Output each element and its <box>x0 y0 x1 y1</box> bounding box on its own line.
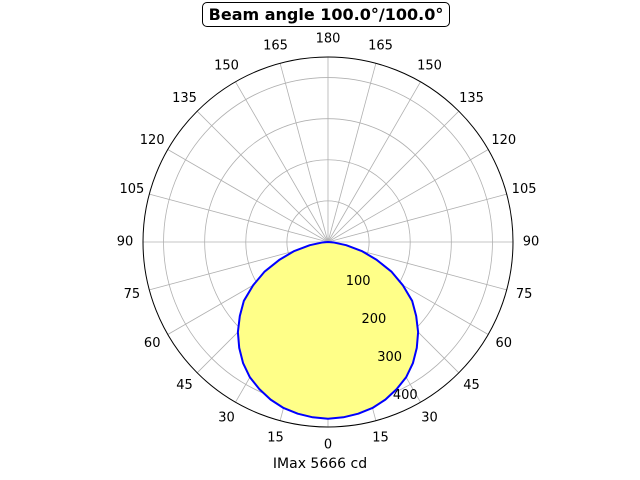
polar-spine-circle <box>142 56 514 428</box>
intensity-fill <box>237 242 419 419</box>
angle-tick-label: 90 <box>523 235 540 250</box>
angular-gridline <box>279 63 329 243</box>
angle-tick-label: 0 <box>324 438 332 453</box>
angle-tick-label: 60 <box>144 336 161 351</box>
chart-title: Beam angle 100.0°/100.0° <box>202 2 450 27</box>
angle-tick-label: 75 <box>124 287 141 302</box>
angular-gridline <box>327 149 489 243</box>
angular-gridline <box>327 63 377 243</box>
angular-gridline <box>235 81 329 243</box>
angle-tick-label: 105 <box>119 182 144 197</box>
radial-tick-label: 300 <box>377 350 402 365</box>
angular-gridline <box>196 110 329 243</box>
angle-tick-label: 150 <box>214 59 239 74</box>
angular-gridline <box>149 193 329 243</box>
angle-tick-label: 75 <box>516 287 533 302</box>
angle-tick-label: 165 <box>263 38 288 53</box>
angular-gridline <box>327 110 460 243</box>
radial-tick-label: 100 <box>346 274 371 289</box>
intensity-line <box>236 241 420 420</box>
angle-tick-label: 15 <box>267 431 284 446</box>
angle-tick-label: 90 <box>117 235 134 250</box>
radial-tick-label: 400 <box>393 388 418 403</box>
polar-spine <box>142 56 514 428</box>
radial-tick-label: 200 <box>362 312 387 327</box>
data-layer <box>236 241 420 420</box>
angle-tick-label: 165 <box>368 38 393 53</box>
angle-tick-label: 135 <box>459 91 484 106</box>
angle-tick-label: 135 <box>172 91 197 106</box>
tick-labels: 0 15 30 45 60 75 90 105 120 135 150 165 180 165 150 135… <box>117 32 540 453</box>
angle-tick-label: 15 <box>372 431 389 446</box>
angle-tick-label: 180 <box>316 32 341 47</box>
x-axis-label: IMax 5666 cd <box>272 456 368 472</box>
angle-tick-label: 30 <box>218 410 235 425</box>
angle-tick-label: 105 <box>512 182 537 197</box>
angle-tick-label: 45 <box>176 378 193 393</box>
angle-tick-label: 60 <box>496 336 513 351</box>
angular-gridline <box>167 149 329 243</box>
angle-tick-label: 45 <box>463 378 480 393</box>
angle-tick-label: 30 <box>421 410 438 425</box>
angle-tick-label: 120 <box>491 133 516 148</box>
angular-gridline <box>327 81 421 243</box>
angle-tick-label: 120 <box>140 133 165 148</box>
angular-gridline <box>327 193 507 243</box>
angle-tick-label: 150 <box>417 59 442 74</box>
